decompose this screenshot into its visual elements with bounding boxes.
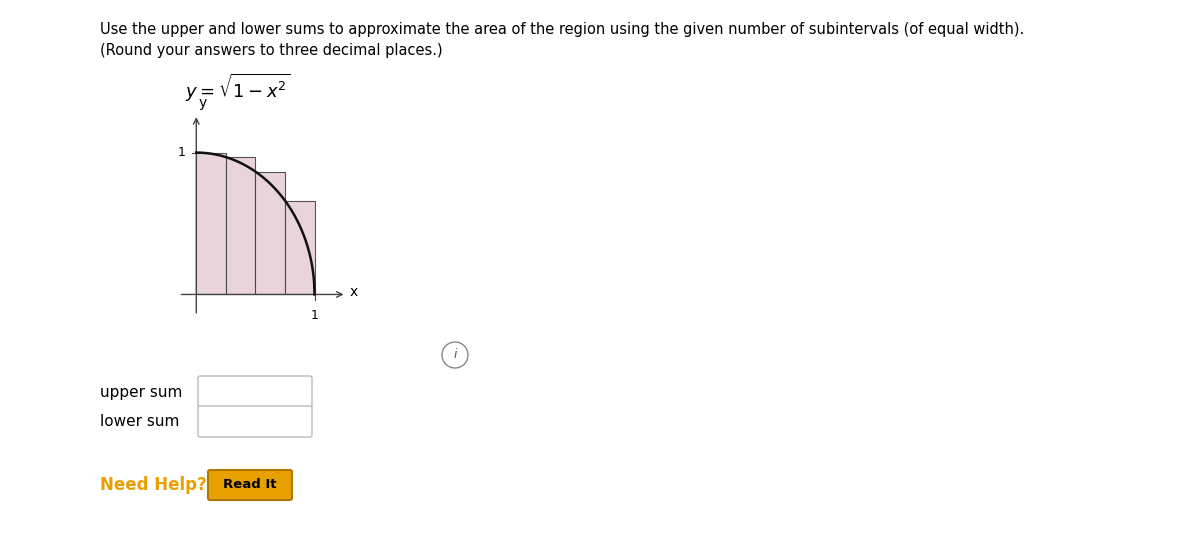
Circle shape bbox=[442, 342, 468, 368]
Text: x: x bbox=[350, 285, 359, 299]
Bar bbox=[284, 201, 314, 294]
Text: $y = \sqrt{1 - x^2}$: $y = \sqrt{1 - x^2}$ bbox=[185, 72, 290, 104]
Text: upper sum: upper sum bbox=[100, 385, 182, 400]
Text: y: y bbox=[199, 96, 206, 110]
Text: Need Help?: Need Help? bbox=[100, 476, 206, 494]
Bar bbox=[197, 152, 226, 294]
Bar bbox=[256, 172, 284, 294]
FancyBboxPatch shape bbox=[198, 376, 312, 407]
FancyBboxPatch shape bbox=[208, 470, 292, 500]
Text: lower sum: lower sum bbox=[100, 415, 179, 430]
Bar bbox=[226, 157, 256, 294]
Text: Use the upper and lower sums to approximate the area of the region using the giv: Use the upper and lower sums to approxim… bbox=[100, 22, 1025, 37]
Text: (Round your answers to three decimal places.): (Round your answers to three decimal pla… bbox=[100, 43, 443, 58]
Text: i: i bbox=[454, 348, 457, 362]
Text: 1: 1 bbox=[311, 309, 318, 322]
Text: 1: 1 bbox=[178, 146, 186, 159]
Text: Read It: Read It bbox=[223, 478, 277, 492]
FancyBboxPatch shape bbox=[198, 406, 312, 437]
